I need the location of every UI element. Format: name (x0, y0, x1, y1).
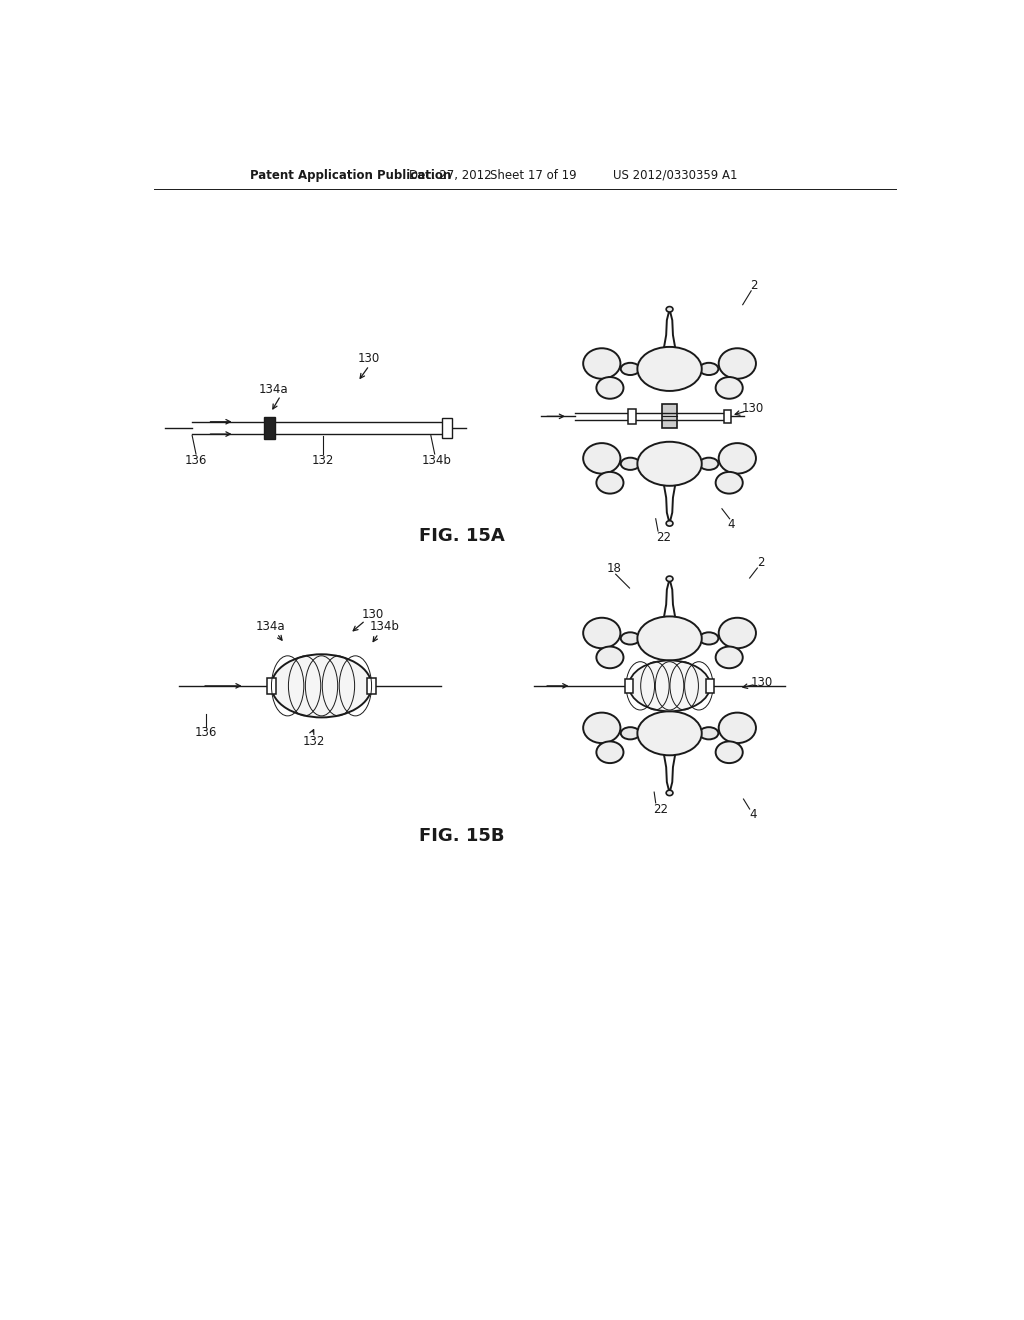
Ellipse shape (699, 458, 719, 470)
Text: 134b: 134b (422, 454, 452, 467)
Ellipse shape (583, 618, 621, 648)
Ellipse shape (596, 742, 624, 763)
Text: 22: 22 (653, 803, 668, 816)
Text: 130: 130 (741, 403, 764, 416)
Ellipse shape (719, 713, 756, 743)
Text: 130: 130 (358, 352, 380, 366)
Text: Sheet 17 of 19: Sheet 17 of 19 (490, 169, 577, 182)
Bar (442, 418, 452, 438)
Text: FIG. 15B: FIG. 15B (419, 828, 505, 845)
Ellipse shape (637, 616, 701, 660)
Text: 136: 136 (195, 726, 217, 739)
Ellipse shape (719, 618, 756, 648)
Text: 4: 4 (749, 808, 757, 821)
Text: 132: 132 (303, 735, 325, 748)
Text: 130: 130 (751, 676, 773, 689)
Text: 134a: 134a (256, 620, 286, 634)
Bar (663, 675, 677, 698)
Ellipse shape (699, 632, 719, 644)
Bar (663, 404, 677, 428)
Ellipse shape (621, 458, 640, 470)
Ellipse shape (596, 473, 624, 494)
Ellipse shape (719, 444, 756, 474)
Ellipse shape (271, 655, 372, 718)
Bar (625, 678, 633, 693)
Text: 22: 22 (656, 531, 671, 544)
Ellipse shape (583, 444, 621, 474)
Ellipse shape (699, 727, 719, 739)
Ellipse shape (667, 520, 673, 527)
Ellipse shape (667, 576, 673, 582)
Text: 4: 4 (727, 517, 735, 531)
Ellipse shape (621, 632, 640, 644)
Ellipse shape (621, 727, 640, 739)
Ellipse shape (596, 647, 624, 668)
Bar (629, 409, 636, 424)
Text: FIG. 15A: FIG. 15A (419, 527, 505, 545)
Ellipse shape (637, 347, 701, 391)
Ellipse shape (716, 742, 742, 763)
Ellipse shape (716, 378, 742, 399)
Text: Dec. 27, 2012: Dec. 27, 2012 (410, 169, 492, 182)
Ellipse shape (719, 348, 756, 379)
Ellipse shape (667, 306, 673, 312)
Bar (367, 678, 376, 693)
Text: 2: 2 (757, 556, 764, 569)
Ellipse shape (716, 647, 742, 668)
Ellipse shape (583, 713, 621, 743)
Ellipse shape (716, 473, 742, 494)
Bar (724, 409, 730, 424)
Text: 132: 132 (312, 454, 334, 467)
Ellipse shape (637, 442, 701, 486)
Ellipse shape (667, 791, 673, 796)
Bar (707, 678, 715, 693)
Bar (264, 417, 274, 438)
Ellipse shape (583, 348, 621, 379)
Text: Patent Application Publication: Patent Application Publication (250, 169, 452, 182)
Ellipse shape (621, 363, 640, 375)
Ellipse shape (637, 711, 701, 755)
Ellipse shape (629, 660, 711, 711)
Text: 130: 130 (362, 607, 384, 620)
Text: 134b: 134b (370, 620, 399, 634)
Ellipse shape (596, 378, 624, 399)
Text: US 2012/0330359 A1: US 2012/0330359 A1 (613, 169, 738, 182)
Text: 134a: 134a (258, 383, 288, 396)
Text: 136: 136 (184, 454, 207, 467)
Text: 2: 2 (751, 279, 758, 292)
Ellipse shape (699, 363, 719, 375)
Text: 18: 18 (606, 561, 622, 574)
Bar (267, 678, 276, 693)
